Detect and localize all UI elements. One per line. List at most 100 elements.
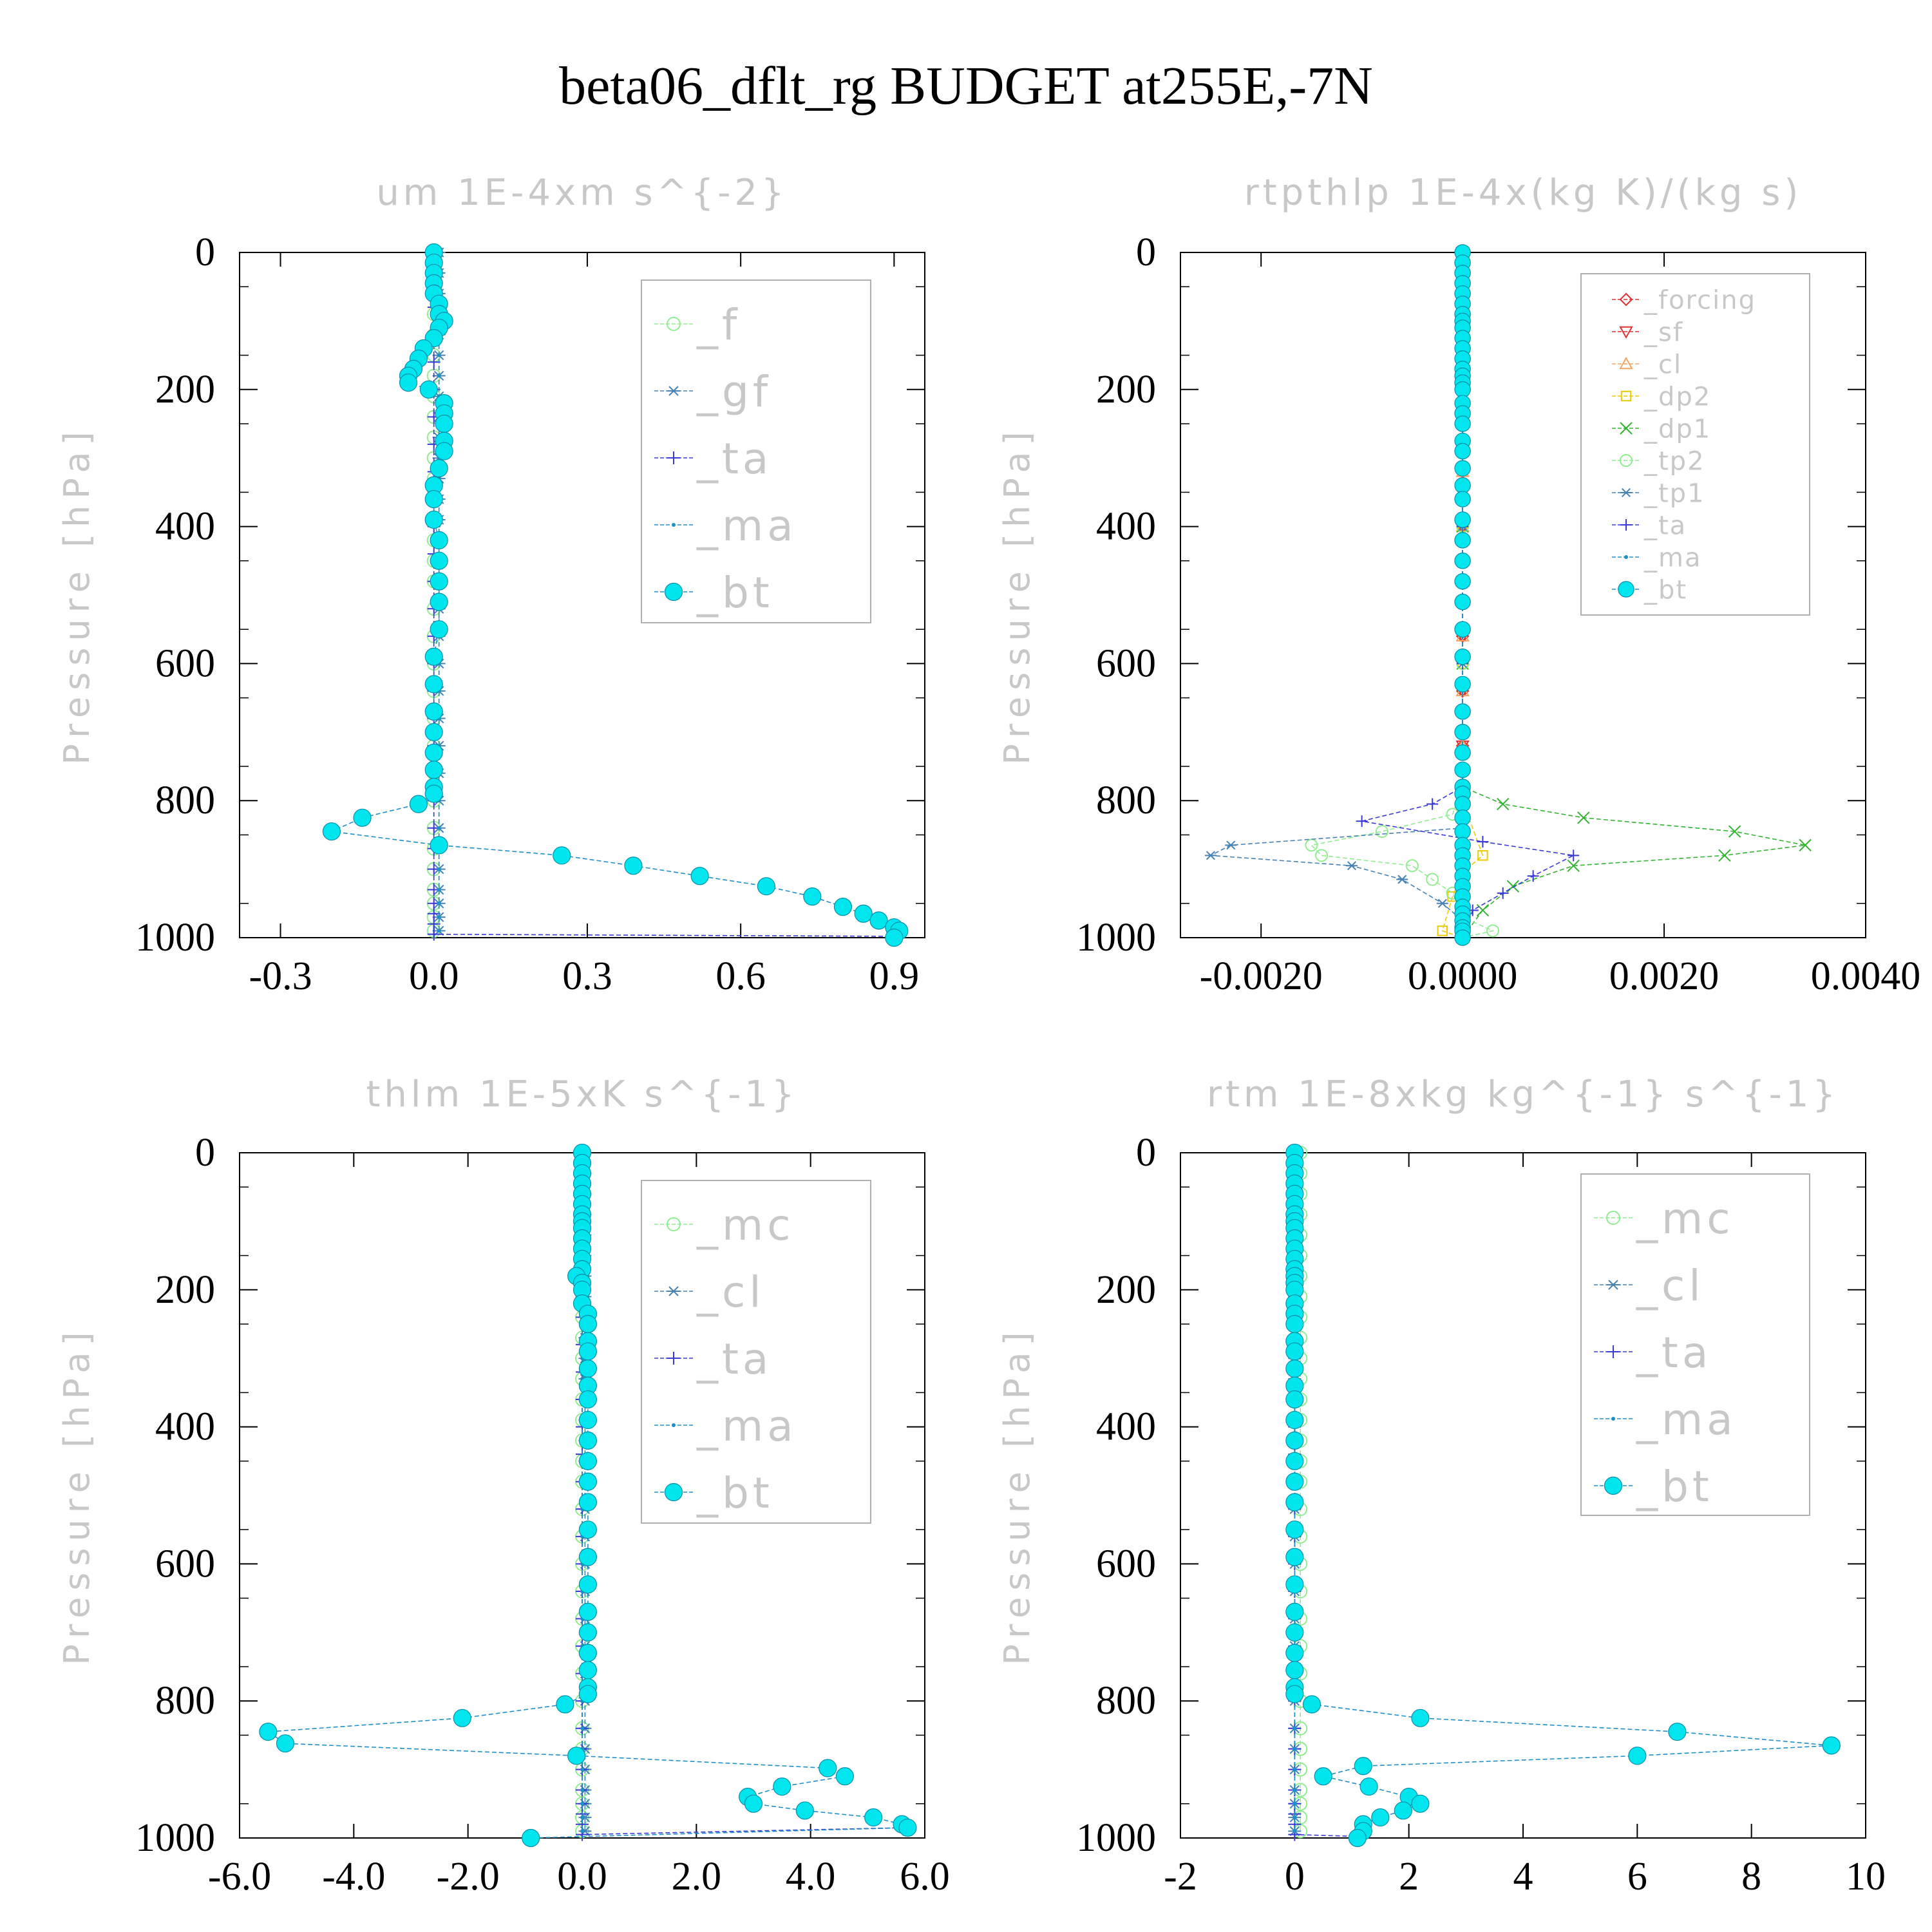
- series-bt: [322, 243, 909, 947]
- legend-label: _dp1: [1643, 414, 1711, 444]
- series-tp1: [1204, 247, 1469, 943]
- data-point: [424, 784, 443, 803]
- data-point: [1285, 1359, 1304, 1378]
- series-line: [1208, 252, 1463, 938]
- data-point: [1426, 798, 1439, 810]
- legend-swatch-marker: [1620, 422, 1633, 435]
- data-point: [1668, 1722, 1687, 1741]
- data-point: [773, 1777, 791, 1796]
- data-point: [1454, 593, 1471, 611]
- data-point: [1394, 1801, 1412, 1820]
- data-point: [276, 1734, 295, 1753]
- y-tick-label: 0: [195, 1131, 215, 1175]
- data-point: [580, 1788, 584, 1792]
- legend-label: _ma: [696, 1401, 797, 1451]
- data-point: [1348, 1828, 1367, 1848]
- data-point: [1454, 460, 1471, 477]
- y-tick-label: 800: [1096, 1679, 1156, 1723]
- data-point: [1285, 1623, 1304, 1642]
- panel-title: um 1E-4xm s^{-2}: [376, 172, 788, 214]
- legend-swatch-marker: [1624, 555, 1628, 559]
- data-point: [1375, 825, 1388, 838]
- data-point: [1454, 761, 1471, 779]
- data-point: [580, 1829, 584, 1833]
- data-point: [1285, 1685, 1304, 1703]
- data-point: [437, 929, 441, 933]
- data-point: [1822, 1736, 1841, 1755]
- data-point: [437, 353, 441, 357]
- y-axis-label: Pressure [hPa]: [57, 425, 97, 764]
- legend-swatch-marker: [1618, 581, 1634, 598]
- legend-box: [1580, 273, 1810, 616]
- data-point: [437, 867, 441, 871]
- legend-label: _tp1: [1643, 478, 1705, 508]
- legend-label: _sf: [1643, 317, 1683, 347]
- x-tick-label: -0.3: [249, 954, 312, 998]
- data-point: [1454, 703, 1471, 720]
- data-point: [1293, 1829, 1297, 1833]
- data-point: [437, 901, 441, 905]
- data-point: [259, 1722, 278, 1741]
- data-point: [1628, 1747, 1647, 1765]
- data-point: [424, 675, 443, 694]
- data-point: [578, 1643, 597, 1662]
- legend-label: _ta: [696, 1334, 772, 1384]
- data-point: [1454, 553, 1471, 569]
- data-point: [1354, 1757, 1372, 1776]
- data-point: [409, 795, 428, 813]
- data-point: [1454, 795, 1471, 813]
- legend-swatch-marker: [1619, 356, 1633, 370]
- data-point: [1454, 676, 1471, 693]
- data-point: [1426, 873, 1439, 886]
- data-point: [430, 836, 448, 855]
- data-point: [578, 1685, 597, 1703]
- data-point: [1293, 1801, 1297, 1806]
- data-point: [578, 1661, 597, 1680]
- legend-label: _f: [696, 300, 741, 350]
- data-point: [854, 904, 873, 923]
- data-point: [578, 1452, 597, 1470]
- data-point: [1359, 1777, 1378, 1796]
- y-tick-label: 600: [1096, 1542, 1156, 1586]
- y-tick-label: 0: [195, 231, 215, 274]
- data-point: [437, 826, 441, 830]
- x-tick-label: 0.9: [869, 954, 920, 998]
- panel-thlm: -6.0 -4.0 -2.0 0.0 2.0 4.0 6.0 0 200 400 600 800 100…: [57, 1074, 950, 1899]
- data-point: [1285, 1431, 1304, 1450]
- data-point: [419, 380, 438, 399]
- panel-um: -0.3 0.0 0.3 0.6 0.9 0 200 400 600 800 1000 um 1E-4…: [57, 172, 925, 998]
- data-point: [430, 620, 448, 639]
- data-point: [430, 459, 448, 478]
- data-point: [1411, 1709, 1430, 1727]
- data-point: [1293, 1726, 1297, 1730]
- data-point: [1454, 511, 1471, 528]
- data-point: [1454, 442, 1471, 460]
- data-point: [1285, 1410, 1304, 1430]
- data-point: [322, 822, 341, 841]
- legend-label: _bt: [1643, 575, 1687, 605]
- legend-swatch-marker: [667, 1217, 681, 1231]
- legend-label: _cl: [696, 1267, 765, 1317]
- data-point: [1204, 851, 1217, 860]
- data-point: [453, 1709, 471, 1727]
- data-point: [578, 1575, 597, 1594]
- legend-swatch-marker: [667, 386, 680, 396]
- y-tick-label: 600: [155, 1542, 215, 1586]
- data-point: [1567, 859, 1580, 872]
- y-axis-label: Pressure [hPa]: [997, 425, 1037, 764]
- data-point: [1477, 850, 1488, 861]
- data-point: [1411, 1794, 1430, 1813]
- data-point: [1396, 875, 1408, 884]
- data-point: [522, 1828, 540, 1848]
- data-point: [1436, 898, 1448, 908]
- legend-swatch-marker: [667, 1286, 680, 1296]
- panel-rtm: -2 0 2 4 6 8 10 0 200 400 600 800 1000 rtm 1E-8xkg kg…: [997, 1074, 1886, 1899]
- data-point: [1302, 1695, 1321, 1714]
- legend-swatch-marker: [1606, 1211, 1620, 1225]
- legend-label: _ta: [696, 434, 772, 484]
- legend-swatch-marker: [664, 1482, 683, 1502]
- data-point: [1285, 1602, 1304, 1621]
- data-point: [424, 489, 443, 509]
- y-tick-label: 400: [155, 1405, 215, 1449]
